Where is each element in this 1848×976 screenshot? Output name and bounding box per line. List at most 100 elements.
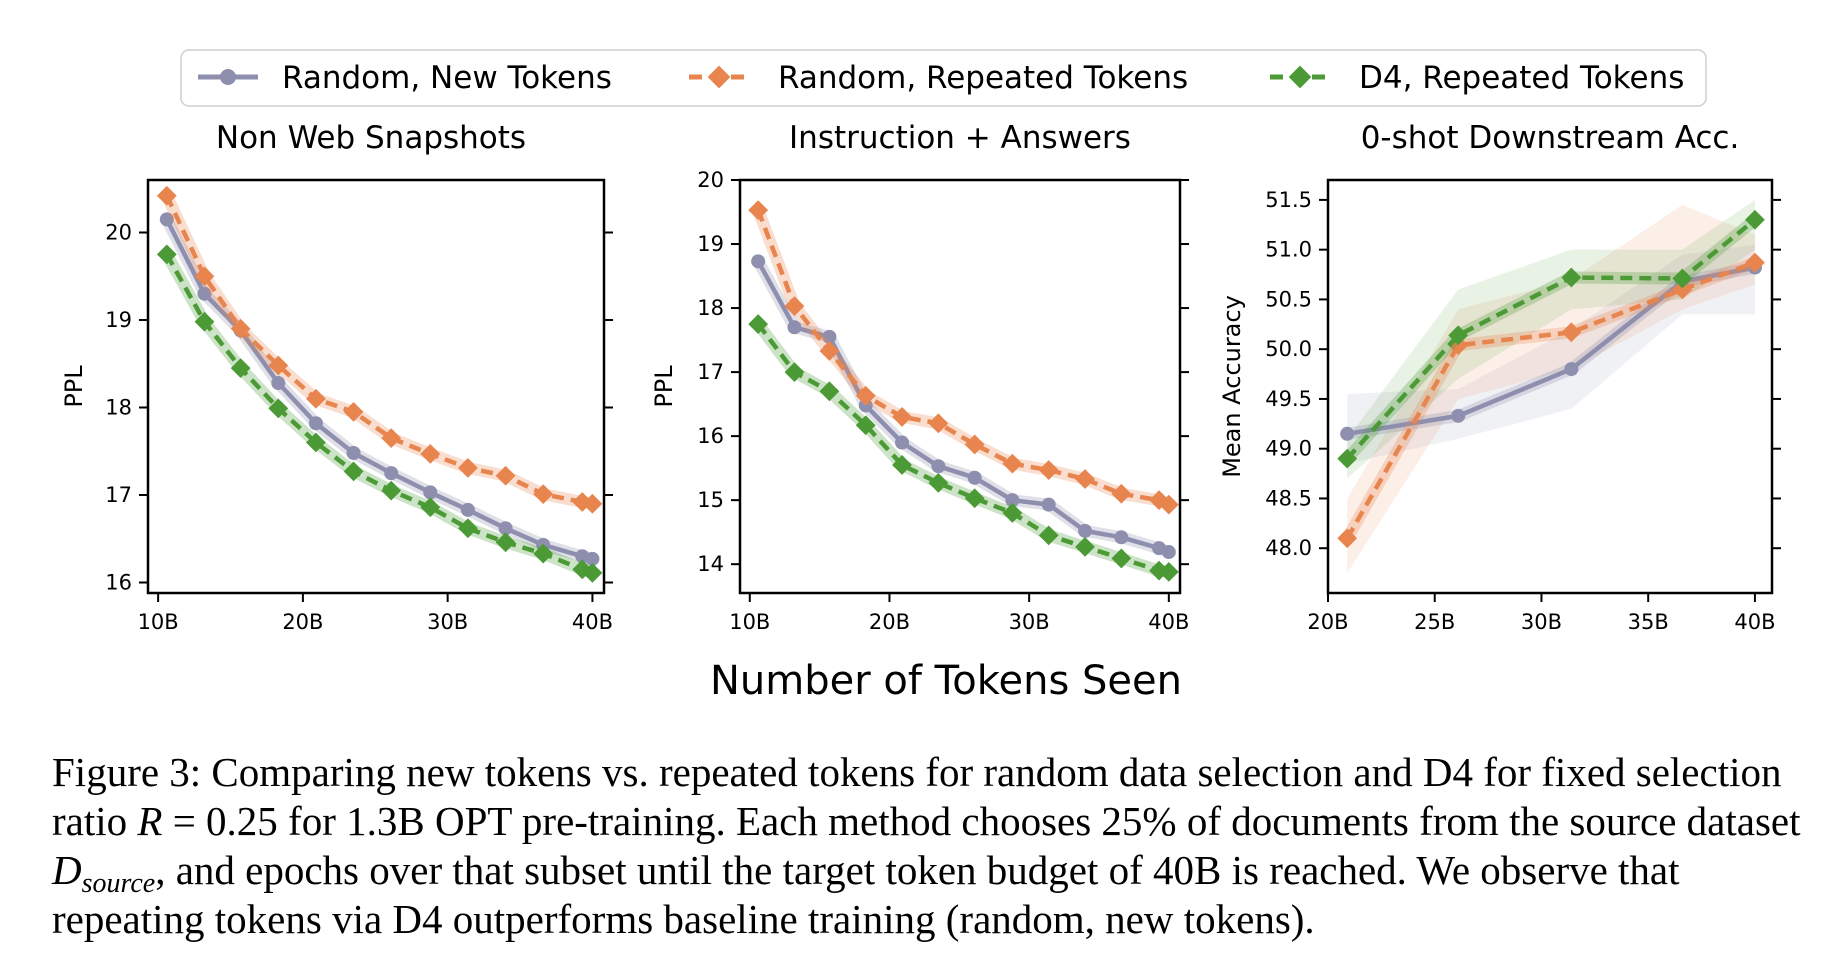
legend-marker-1 — [707, 65, 731, 89]
data-point — [420, 443, 441, 464]
series-random-new-tokens — [159, 212, 600, 566]
data-point — [381, 480, 402, 501]
y-tick-label: 48.0 — [1265, 536, 1312, 560]
y-tick-label: 49.0 — [1265, 437, 1312, 461]
y-tick-label: 20 — [105, 221, 132, 245]
legend-label-0: Random, New Tokens — [282, 60, 612, 96]
series-glow — [160, 248, 599, 579]
series-d4-repeated-tokens — [1337, 209, 1765, 469]
data-point — [533, 484, 554, 505]
x-tick-label: 35B — [1628, 610, 1669, 634]
y-tick-label: 19 — [697, 232, 724, 256]
series-random-repeated-tokens — [748, 200, 1179, 515]
x-tick-label: 10B — [138, 610, 179, 634]
series-random-new-tokens — [751, 254, 1176, 560]
axes-frame — [146, 178, 606, 595]
data-point — [1451, 408, 1466, 423]
data-point — [194, 311, 215, 332]
figure-caption: Figure 3: Comparing new tokens vs. repea… — [52, 748, 1812, 944]
data-point — [306, 388, 326, 409]
data-point — [751, 254, 766, 269]
data-point — [855, 385, 876, 406]
data-point — [892, 407, 912, 427]
data-point — [197, 286, 212, 301]
series-random-new-tokens — [1340, 260, 1762, 441]
data-point — [420, 497, 441, 518]
data-point — [1005, 493, 1020, 508]
y-tick-label: 18 — [105, 396, 132, 420]
data-point — [1745, 252, 1765, 273]
y-tick-label: 16 — [105, 571, 132, 595]
data-point — [156, 185, 177, 206]
series-line — [1345, 260, 1756, 540]
data-point — [585, 551, 600, 566]
x-tick-label: 25B — [1414, 610, 1455, 634]
panel-title: 0-shot Downstream Acc. — [1361, 120, 1740, 156]
data-point — [1158, 561, 1179, 582]
series-line — [756, 209, 1170, 507]
y-tick-label: 18 — [697, 296, 724, 320]
data-point — [1672, 279, 1693, 300]
data-point — [787, 320, 802, 335]
y-tick-label: 51.0 — [1265, 238, 1312, 262]
data-point — [1041, 497, 1056, 512]
series-random-repeated-tokens — [156, 185, 603, 514]
series-line — [164, 253, 594, 576]
series-glow — [752, 255, 1175, 558]
data-point — [819, 341, 840, 361]
caption-part-3: , and epochs over that subset until the … — [52, 847, 1680, 942]
data-point — [928, 413, 949, 434]
data-point — [194, 266, 215, 287]
caption-math-d: D — [52, 847, 82, 893]
data-point — [498, 521, 513, 536]
y-tick-label: 49.5 — [1265, 387, 1312, 411]
axes-frame — [738, 178, 1182, 595]
data-point — [268, 355, 289, 376]
data-point — [1075, 469, 1095, 489]
x-tick-label: 20B — [869, 610, 910, 634]
data-point — [381, 428, 402, 449]
data-point — [822, 329, 837, 344]
y-tick-label: 51.5 — [1265, 188, 1312, 212]
series-glow — [160, 213, 599, 565]
data-point — [967, 470, 982, 485]
data-point — [1038, 460, 1059, 480]
series-line — [756, 260, 1170, 555]
y-tick-label: 50.0 — [1265, 337, 1312, 361]
x-tick-label: 10B — [729, 610, 770, 634]
x-tick-label: 30B — [1009, 610, 1050, 634]
legend-frame — [180, 49, 1707, 107]
data-point — [1337, 448, 1358, 469]
data-point — [582, 562, 603, 583]
x-tick-label: 40B — [1734, 610, 1775, 634]
y-tick-label: 20 — [697, 168, 724, 192]
panel-non-web-snapshots: Non Web Snapshots PPL 10B 20B 30B 40B 16 17 18 19… — [60, 120, 613, 634]
data-point — [1561, 322, 1582, 343]
caption-math-r: R — [137, 798, 163, 844]
data-point — [346, 446, 361, 460]
y-tick-label: 15 — [697, 488, 724, 512]
data-point — [931, 459, 946, 474]
data-point — [1111, 548, 1132, 569]
legend-entry-2: D4, Repeated Tokens — [1270, 60, 1684, 96]
data-point — [1672, 268, 1693, 289]
y-tick-label: 48.5 — [1265, 486, 1312, 510]
band-random-repeated-tokens — [1347, 204, 1755, 574]
data-point — [343, 401, 364, 422]
data-point — [495, 532, 516, 553]
legend-entry-0: Random, New Tokens — [198, 60, 612, 96]
x-tick-label: 30B — [427, 610, 468, 634]
data-point — [1114, 530, 1129, 545]
data-point — [1561, 267, 1582, 288]
panel-title: Non Web Snapshots — [216, 120, 526, 156]
panel-instruction-answers: Instruction + Answers PPL 10B 20B 30B 40B 14 15… — [650, 120, 1189, 634]
series-d4-repeated-tokens — [748, 314, 1179, 582]
series-d4-repeated-tokens — [156, 244, 603, 583]
panel-title: Instruction + Answers — [789, 120, 1131, 156]
data-point — [1340, 426, 1355, 441]
data-point — [582, 493, 603, 514]
data-point — [784, 296, 805, 317]
y-tick-label: 14 — [697, 552, 724, 576]
data-point — [1078, 523, 1093, 538]
data-point — [230, 318, 251, 339]
